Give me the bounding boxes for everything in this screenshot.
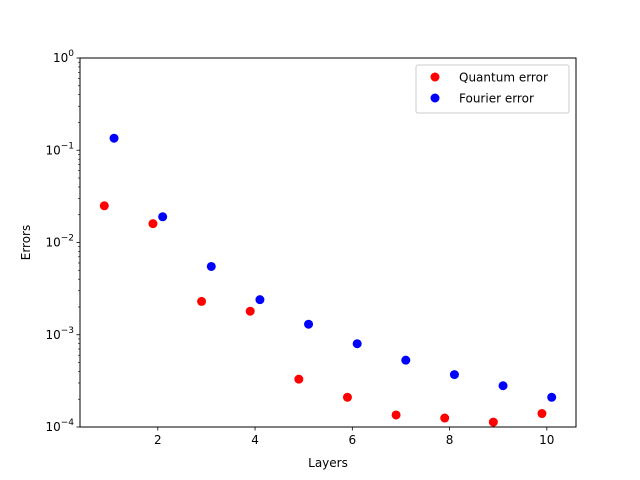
y-axis-label: Errors	[19, 225, 33, 261]
quantum-error-point	[99, 201, 109, 211]
y-tick-label: 10−3	[45, 326, 74, 342]
x-tick-label: 6	[348, 433, 356, 447]
fourier-error-point	[158, 212, 168, 222]
x-tick-label: 4	[251, 433, 259, 447]
fourier-error-point	[547, 392, 557, 402]
y-tick-exponent: −1	[61, 141, 74, 151]
fourier-error-point	[352, 339, 362, 349]
quantum-error-point	[197, 296, 207, 306]
legend: Quantum error Fourier error	[415, 64, 570, 114]
fourier-error-point	[206, 261, 216, 271]
y-tick-exponent: −3	[61, 326, 74, 336]
quantum-error-point	[148, 219, 158, 229]
fourier-error-point	[304, 319, 314, 329]
x-axis-label: Layers	[308, 456, 348, 470]
legend-label: Fourier error	[459, 92, 534, 106]
y-tick-exponent: −4	[61, 418, 75, 428]
quantum-error-point	[294, 374, 304, 384]
fourier-error-point	[401, 355, 411, 365]
legend-box	[415, 64, 570, 114]
quantum-error-point	[342, 392, 352, 402]
fourier-error-point	[109, 133, 119, 143]
y-tick-label: 10−4	[45, 418, 74, 434]
quantum-error-point	[537, 409, 547, 419]
y-tick-exponent: −2	[61, 234, 74, 244]
y-tick-base: 10	[45, 420, 60, 434]
legend-marker	[430, 93, 440, 103]
y-tick-label: 100	[53, 49, 74, 65]
legend-marker	[430, 72, 440, 82]
y-tick-base: 10	[45, 236, 60, 250]
y-tick-label: 10−1	[45, 141, 74, 157]
legend-label: Quantum error	[459, 71, 548, 85]
x-tick-label: 2	[154, 433, 162, 447]
y-tick-base: 10	[53, 51, 68, 65]
y-tick-label: 10−2	[45, 234, 74, 250]
x-tick-label: 10	[539, 433, 554, 447]
quantum-error-point	[440, 413, 450, 423]
fourier-error-point	[255, 295, 265, 305]
quantum-error-point	[391, 410, 401, 420]
x-tick-label: 8	[446, 433, 454, 447]
y-tick-base: 10	[45, 143, 60, 157]
y-tick-base: 10	[45, 328, 60, 342]
fourier-error-point	[498, 381, 508, 391]
y-tick-exponent: 0	[68, 49, 74, 59]
quantum-error-point	[245, 306, 255, 316]
data-points	[99, 133, 557, 427]
axes-frame	[79, 57, 577, 428]
fourier-error-point	[449, 370, 459, 380]
quantum-error-point	[488, 417, 498, 427]
